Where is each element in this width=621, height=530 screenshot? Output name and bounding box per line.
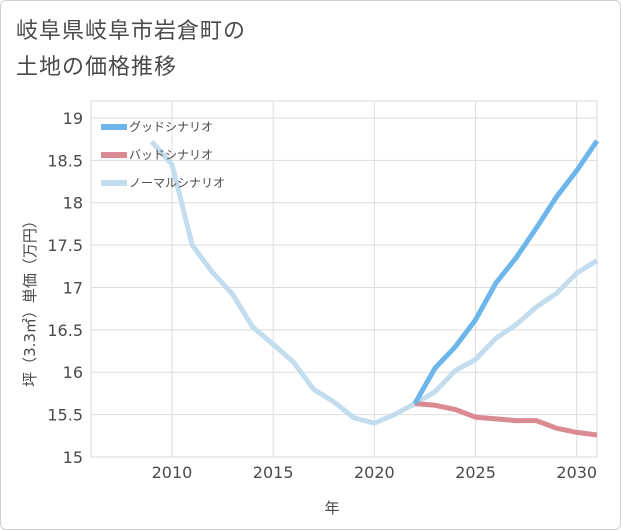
- chart-title-line-2: 土地の価格推移: [16, 55, 178, 80]
- y-tick-label: 16: [63, 363, 83, 382]
- x-tick-label: 2025: [455, 463, 496, 482]
- y-tick-label: 15.5: [47, 406, 83, 425]
- x-axis-label: 年: [324, 499, 339, 517]
- y-tick-label: 17: [63, 278, 83, 297]
- chart-title: 岐阜県岐阜市岩倉町の 土地の価格推移: [16, 14, 436, 86]
- series-lines: [149, 139, 600, 438]
- series-line-1: [414, 401, 598, 438]
- y-axis-label: 坪（3.3㎡）単価（万円）: [21, 213, 39, 387]
- x-tick-label: 2030: [556, 463, 597, 482]
- legend-label: バッドシナリオ: [129, 148, 213, 162]
- y-tick-labels: 15 15.5 16 16.5 17 17.5 18 18.5 19: [47, 109, 83, 467]
- x-tick-label: 2010: [152, 463, 193, 482]
- y-tick-label: 16.5: [47, 321, 83, 340]
- y-tick-label: 19: [63, 109, 83, 128]
- y-tick-label: 18.5: [47, 151, 83, 170]
- series-line-0: [412, 139, 600, 405]
- x-tick-labels: 2010 2015 2020 2025 2030: [152, 463, 598, 482]
- chart-title-line-1: 岐阜県岐阜市岩倉町の: [16, 19, 247, 44]
- legend-label: グッドシナリオ: [129, 120, 213, 134]
- legend-label: ノーマルシナリオ: [129, 176, 225, 190]
- series-line-2: [149, 140, 599, 426]
- y-tick-label: 18: [63, 194, 83, 213]
- x-tick-label: 2015: [253, 463, 294, 482]
- y-tick-label: 15: [63, 448, 83, 467]
- x-tick-label: 2020: [354, 463, 395, 482]
- y-tick-label: 17.5: [47, 236, 83, 255]
